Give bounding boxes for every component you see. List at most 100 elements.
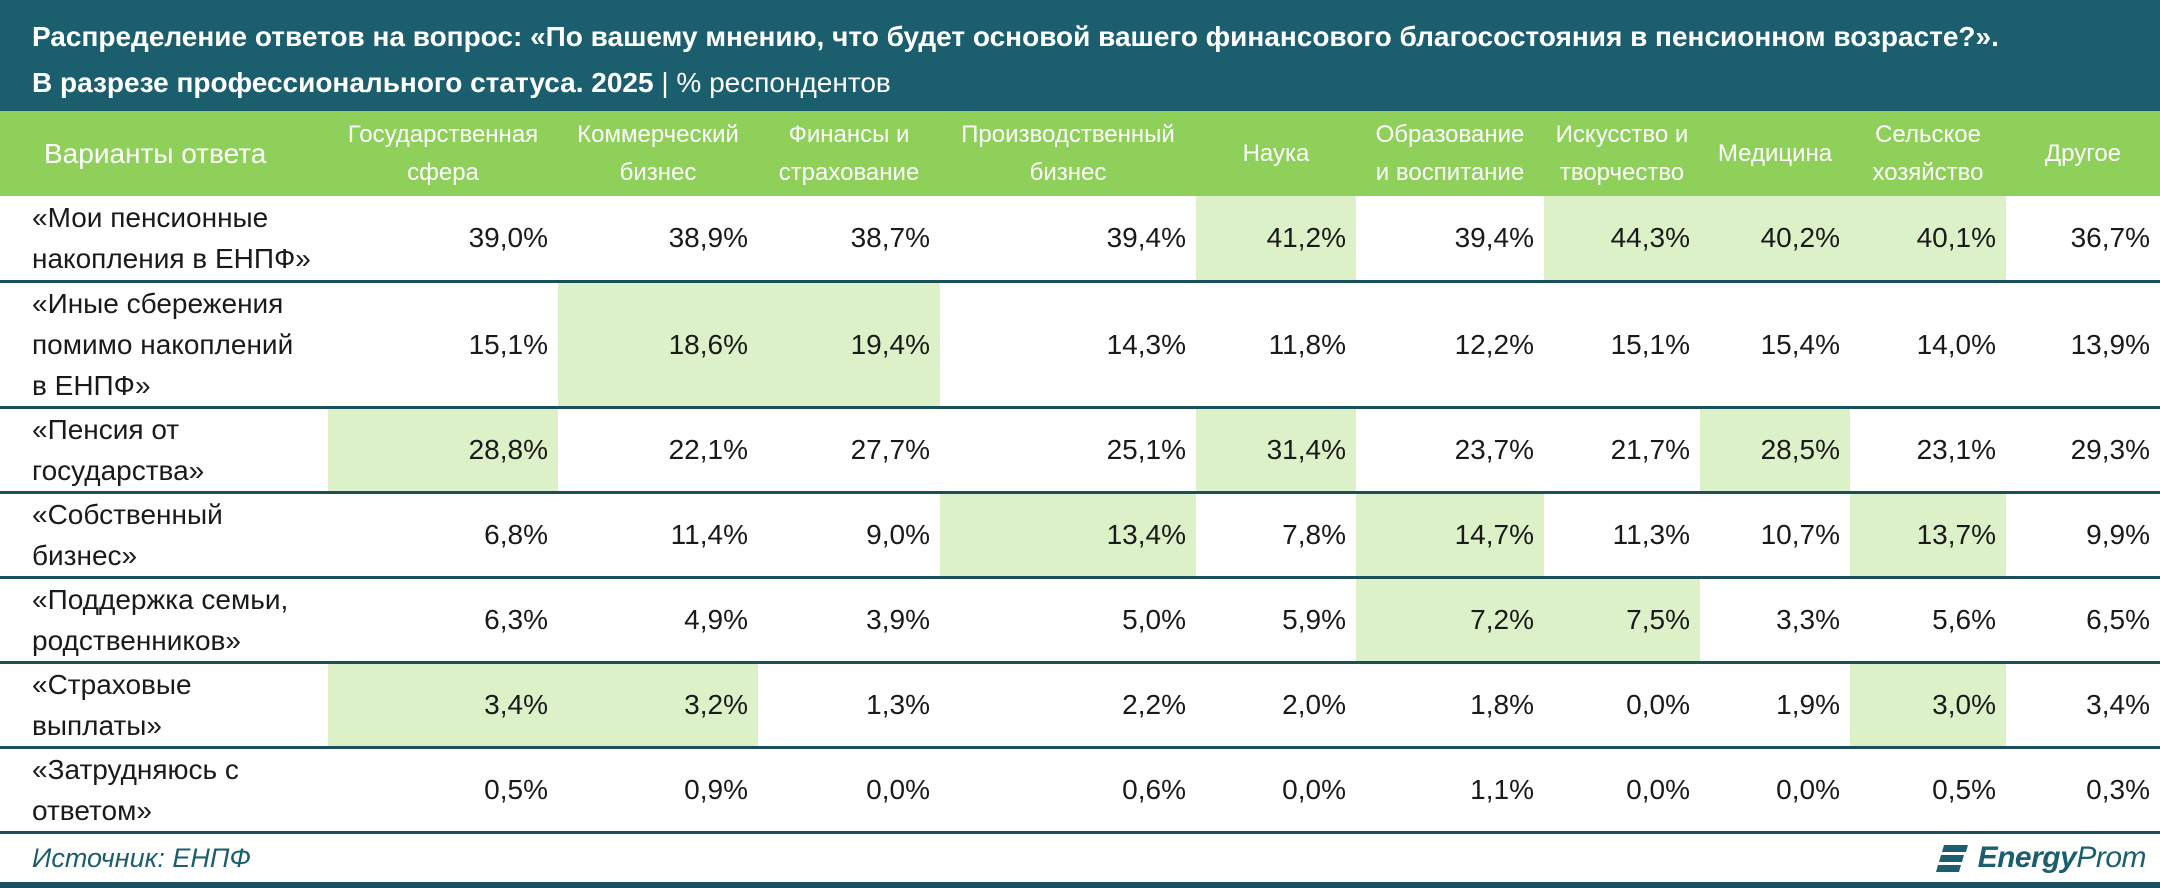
value-cell: 28,5% xyxy=(1700,407,1850,494)
value-cell: 15,4% xyxy=(1700,281,1850,409)
value-cell: 11,8% xyxy=(1196,281,1356,409)
data-table: Варианты ответа Государственная сфера Комм… xyxy=(0,111,2160,834)
value-cell: 14,3% xyxy=(940,281,1196,409)
value-cell: 22,1% xyxy=(558,407,758,494)
row-label: «Пенсия от государства» xyxy=(0,407,328,494)
value-cell: 29,3% xyxy=(2006,407,2160,494)
value-cell: 10,7% xyxy=(1700,492,1850,579)
value-cell: 2,0% xyxy=(1196,662,1356,749)
value-cell: 13,7% xyxy=(1850,492,2006,579)
value-cell: 0,0% xyxy=(1196,747,1356,834)
value-cell: 23,7% xyxy=(1356,407,1544,494)
value-cell: 3,4% xyxy=(328,662,558,749)
row-label-line: помимо накоплений xyxy=(32,328,294,360)
row-label: «Поддержка семьи, родственников» xyxy=(0,577,328,664)
title-subtitle: В разрезе профессионального статуса. 202… xyxy=(32,67,654,98)
value-cell: 14,0% xyxy=(1850,281,2006,409)
column-header-line: Сельское xyxy=(1875,120,1981,148)
value-cell: 0,3% xyxy=(2006,747,2160,834)
column-header-2: Финансы и страхование xyxy=(758,111,940,196)
title-unit: % респондентов xyxy=(676,67,891,98)
value-cell: 12,2% xyxy=(1356,281,1544,409)
value-cell: 27,7% xyxy=(758,407,940,494)
table-row: «Иные сбережения помимо накоплений в ЕНПФ»… xyxy=(0,281,2160,409)
row-label-line: «Пенсия от xyxy=(32,413,180,445)
value-cell: 0,0% xyxy=(1544,662,1700,749)
row-header-cell: Варианты ответа xyxy=(0,111,328,196)
value-cell: 3,4% xyxy=(2006,662,2160,749)
row-label-line: бизнес» xyxy=(32,539,138,571)
row-label-line: «Затрудняюсь с xyxy=(32,753,239,785)
column-header-9: Другое xyxy=(2006,111,2160,196)
value-cell: 6,8% xyxy=(328,492,558,579)
row-label-line: «Собственный xyxy=(32,498,223,530)
column-header-line: и воспитание xyxy=(1375,158,1525,186)
value-cell: 9,0% xyxy=(758,492,940,579)
value-cell: 4,9% xyxy=(558,577,758,664)
title-separator: | xyxy=(661,67,669,98)
value-cell: 19,4% xyxy=(758,281,940,409)
value-cell: 3,2% xyxy=(558,662,758,749)
value-cell: 5,6% xyxy=(1850,577,2006,664)
column-header-1: Коммерческий бизнес xyxy=(558,111,758,196)
column-header-line: сфера xyxy=(407,158,479,186)
column-header-7: Медицина xyxy=(1700,111,1850,196)
title-bar: Распределение ответов на вопрос: «По ваш… xyxy=(0,0,2160,111)
table-row: «Пенсия от государства» 28,8% 22,1% 27,7% 25,… xyxy=(0,407,2160,494)
value-cell: 39,4% xyxy=(1356,196,1544,283)
energyprom-logo-text: EnergyProm xyxy=(1977,841,2147,875)
column-header-line: бизнес xyxy=(619,158,697,186)
value-cell: 0,0% xyxy=(1700,747,1850,834)
title-line-1: Распределение ответов на вопрос: «По ваш… xyxy=(32,21,1999,52)
column-header-5: Образование и воспитание xyxy=(1356,111,1544,196)
value-cell: 25,1% xyxy=(940,407,1196,494)
column-header-line: бизнес xyxy=(1029,158,1107,186)
value-cell: 39,4% xyxy=(940,196,1196,283)
value-cell: 15,1% xyxy=(328,281,558,409)
value-cell: 31,4% xyxy=(1196,407,1356,494)
energyprom-logo-icon xyxy=(1935,845,1968,872)
row-label: «Мои пенсионные накопления в ЕНПФ» xyxy=(0,196,328,283)
value-cell: 44,3% xyxy=(1544,196,1700,283)
logo-text-bold: Energy xyxy=(1977,841,2077,874)
column-header-line: страхование xyxy=(778,158,920,186)
value-cell: 6,5% xyxy=(2006,577,2160,664)
value-cell: 14,7% xyxy=(1356,492,1544,579)
value-cell: 0,0% xyxy=(758,747,940,834)
value-cell: 0,5% xyxy=(328,747,558,834)
table-row: «Мои пенсионные накопления в ЕНПФ» 39,0% 38… xyxy=(0,196,2160,283)
value-cell: 40,1% xyxy=(1850,196,2006,283)
value-cell: 1,1% xyxy=(1356,747,1544,834)
value-cell: 39,0% xyxy=(328,196,558,283)
value-cell: 3,0% xyxy=(1850,662,2006,749)
value-cell: 3,3% xyxy=(1700,577,1850,664)
value-cell: 0,0% xyxy=(1544,747,1700,834)
value-cell: 0,5% xyxy=(1850,747,2006,834)
value-cell: 41,2% xyxy=(1196,196,1356,283)
row-label-line: выплаты» xyxy=(32,709,162,741)
value-cell: 1,9% xyxy=(1700,662,1850,749)
value-cell: 6,3% xyxy=(328,577,558,664)
value-cell: 0,9% xyxy=(558,747,758,834)
column-header-line: Государственная xyxy=(347,120,539,148)
column-header-line: Наука xyxy=(1242,139,1310,167)
row-label-line: ответом» xyxy=(32,794,152,826)
row-label: «Страховые выплаты» xyxy=(0,662,328,749)
value-cell: 38,7% xyxy=(758,196,940,283)
value-cell: 36,7% xyxy=(2006,196,2160,283)
column-header-line: Производственный xyxy=(961,120,1175,148)
column-header-8: Сельское хозяйство xyxy=(1850,111,2006,196)
value-cell: 23,1% xyxy=(1850,407,2006,494)
row-label: «Иные сбережения помимо накоплений в ЕНПФ» xyxy=(0,281,328,409)
value-cell: 40,2% xyxy=(1700,196,1850,283)
value-cell: 28,8% xyxy=(328,407,558,494)
row-label-line: «Страховые xyxy=(32,668,192,700)
row-label-line: накопления в ЕНПФ» xyxy=(32,242,311,274)
row-label-line: «Поддержка семьи, xyxy=(32,583,289,615)
value-cell: 2,2% xyxy=(940,662,1196,749)
row-label-line: «Мои пенсионные xyxy=(32,201,269,233)
table-row: «Собственный бизнес» 6,8% 11,4% 9,0% 13,4% 7,8… xyxy=(0,492,2160,579)
column-header-line: Образование xyxy=(1375,120,1525,148)
value-cell: 1,3% xyxy=(758,662,940,749)
table-row: «Затрудняюсь с ответом» 0,5% 0,9% 0,0% 0,6% 0,… xyxy=(0,747,2160,834)
